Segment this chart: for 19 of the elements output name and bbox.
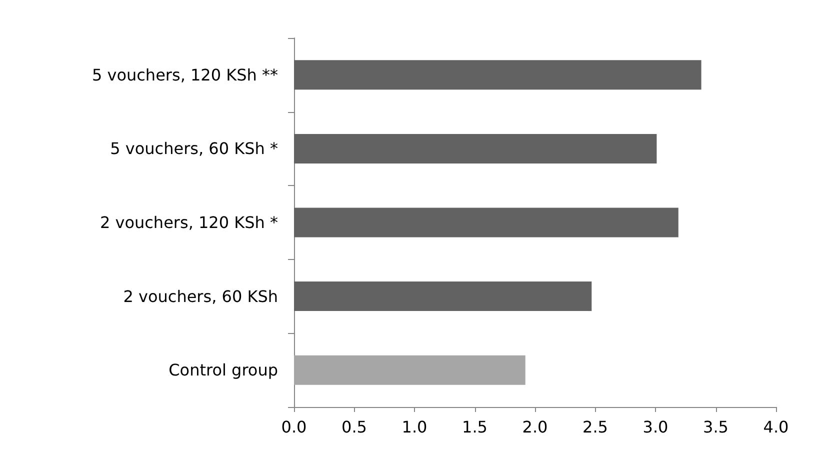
x-tick-label: 4.0 [763, 418, 789, 436]
bar [294, 282, 592, 312]
x-tick-label: 0.5 [342, 418, 367, 436]
bar [294, 208, 678, 238]
y-tick-label: 5 vouchers, 60 KSh * [110, 139, 278, 158]
bar [294, 355, 526, 385]
x-tick-label: 2.0 [522, 418, 548, 436]
bar [294, 134, 657, 164]
x-tick-label: 3.5 [703, 418, 728, 436]
x-tick-label: 0.0 [281, 418, 307, 436]
bar [294, 60, 702, 90]
x-tick-label: 3.0 [642, 418, 668, 436]
y-tick-label: 2 vouchers, 120 KSh * [100, 213, 278, 232]
y-tick-label: 5 vouchers, 120 KSh ** [92, 65, 278, 84]
x-tick-label: 2.5 [582, 418, 608, 436]
x-tick-label: 1.0 [402, 418, 428, 436]
x-tick-label: 1.5 [462, 418, 488, 436]
y-tick-label: 2 vouchers, 60 KSh [123, 286, 278, 306]
y-tick-label: Control group [168, 360, 278, 380]
